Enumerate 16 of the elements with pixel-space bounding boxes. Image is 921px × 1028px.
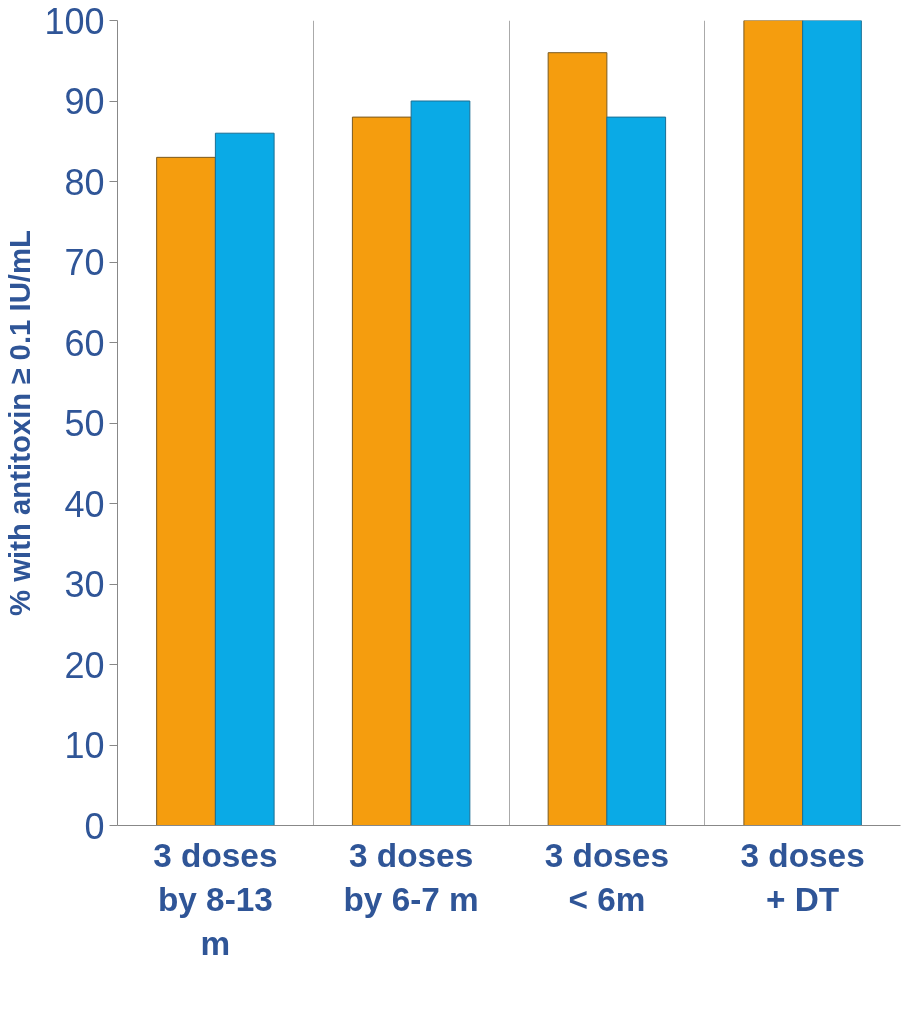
y-tick-label: 70	[64, 242, 105, 283]
y-tick-label: 10	[64, 725, 105, 766]
y-tick-label: 60	[64, 322, 105, 364]
y-tick-label: 80	[64, 161, 105, 203]
x-tick-label: 3 doses by 6-7 m	[343, 836, 479, 918]
y-tick-label: 0	[84, 805, 105, 847]
y-tick-label: 40	[64, 483, 105, 525]
y-tick-label: 50	[64, 403, 105, 444]
y-tick-label: 30	[64, 564, 105, 605]
x-tick-label: 3 doses + DT	[740, 836, 865, 918]
x-tick-label: 3 doses < 6m	[544, 836, 669, 918]
y-tick-label: 100	[44, 0, 105, 42]
x-tick-label: 3 doses by 8-13 m	[153, 836, 278, 963]
y-tick-label: 90	[64, 81, 105, 122]
y-tick-label: 20	[64, 644, 105, 686]
y-axis-title: % with antitoxin ≥ 0.1 IU/mL	[3, 229, 37, 616]
